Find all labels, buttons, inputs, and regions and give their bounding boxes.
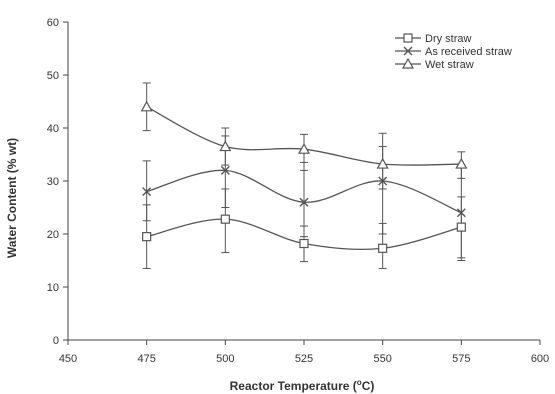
legend-label-as-received-straw: As received straw bbox=[425, 46, 512, 58]
point-dry-straw bbox=[299, 238, 309, 249]
point-as-received-straw bbox=[142, 187, 152, 197]
y-tick-label: 10 bbox=[47, 282, 59, 294]
legend-marker-dry-straw bbox=[403, 33, 413, 43]
point-as-received-straw bbox=[456, 208, 466, 218]
y-tick-label: 0 bbox=[53, 335, 59, 347]
x-tick-label: 600 bbox=[531, 353, 549, 365]
legend-label-dry-straw: Dry straw bbox=[425, 33, 472, 45]
legend-marker-as-received-straw bbox=[403, 46, 413, 56]
y-axis-title: Water Content (% wt) bbox=[5, 138, 19, 258]
y-tick-label: 30 bbox=[47, 176, 59, 188]
x-tick-label: 550 bbox=[373, 353, 391, 365]
point-wet-straw bbox=[297, 142, 311, 154]
y-tick-label: 40 bbox=[47, 123, 59, 135]
point-dry-straw bbox=[142, 232, 152, 242]
point-wet-straw bbox=[140, 100, 153, 112]
legend-marker-wet-straw bbox=[401, 57, 415, 69]
x-axis-title-main: Reactor Temperature ( bbox=[230, 379, 357, 393]
point-as-received-straw-stroke bbox=[220, 165, 230, 175]
x-axis-title: Reactor Temperature (oC) bbox=[230, 378, 375, 393]
x-tick-label: 475 bbox=[137, 353, 155, 365]
axes: 0 10 20 30 40 50 60 450 475 500 525 550 575 600 bbox=[47, 17, 549, 365]
point-wet-straw bbox=[219, 140, 232, 152]
point-dry-straw bbox=[378, 243, 388, 253]
x-axis-title-degree: o bbox=[357, 378, 362, 387]
x-tick-label: 575 bbox=[452, 353, 470, 365]
x-tick-label: 525 bbox=[295, 353, 313, 365]
y-tick-label: 20 bbox=[47, 229, 59, 241]
point-as-received-straw bbox=[378, 176, 388, 186]
legend-marker-as-received-straw-stroke bbox=[403, 46, 413, 56]
legend-label-wet-straw: Wet straw bbox=[425, 59, 474, 71]
series-markers bbox=[140, 100, 468, 253]
x-tick-label: 500 bbox=[216, 353, 234, 365]
point-as-received-straw-stroke bbox=[378, 176, 388, 186]
point-as-received-straw bbox=[220, 165, 230, 175]
x-axis-title-unit: C) bbox=[362, 379, 375, 393]
point-as-received-straw-stroke bbox=[299, 197, 309, 207]
point-as-received-straw-stroke bbox=[456, 208, 466, 218]
x-tick-label: 450 bbox=[59, 353, 77, 365]
y-tick-label: 50 bbox=[47, 70, 59, 82]
point-wet-straw bbox=[376, 157, 389, 169]
point-wet-straw bbox=[455, 157, 468, 169]
point-as-received-straw bbox=[299, 197, 309, 207]
point-dry-straw bbox=[456, 222, 466, 232]
point-as-received-straw-stroke bbox=[142, 187, 152, 197]
point-dry-straw bbox=[220, 214, 230, 224]
y-tick-label: 60 bbox=[47, 17, 59, 29]
